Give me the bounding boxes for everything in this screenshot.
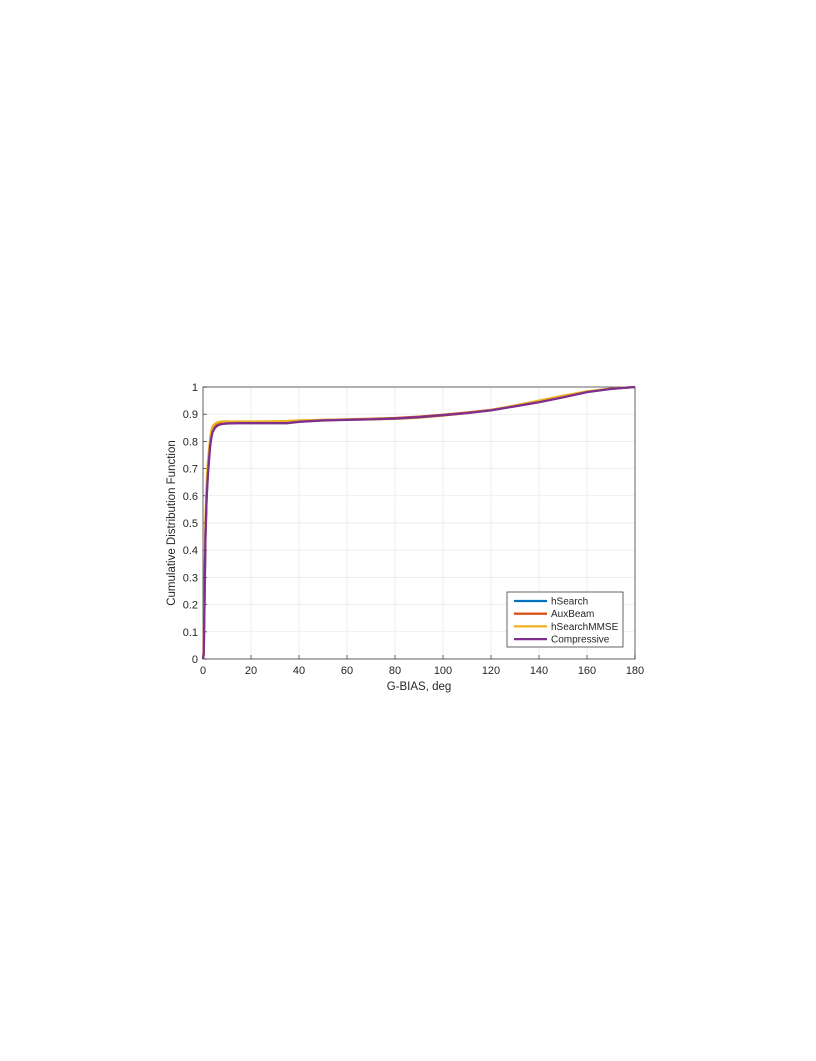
x-tick-label: 0 xyxy=(200,665,206,677)
y-tick-label: 0.3 xyxy=(183,572,198,584)
y-tick-label: 0.9 xyxy=(183,409,198,421)
x-tick-label: 120 xyxy=(482,665,500,677)
y-tick-label: 0.7 xyxy=(183,464,198,476)
x-tick-label: 20 xyxy=(245,665,257,677)
series-line-compressive xyxy=(201,385,636,660)
y-tick-label: 0.4 xyxy=(183,545,198,557)
x-tick-label: 40 xyxy=(293,665,305,677)
x-tick-label: 60 xyxy=(341,665,353,677)
x-axis-label: G-BIAS, deg xyxy=(387,681,452,693)
x-tick-label: 80 xyxy=(389,665,401,677)
y-tick-label: 0.1 xyxy=(183,627,198,639)
legend-label: AuxBeam xyxy=(551,609,594,620)
y-tick-label: 0.2 xyxy=(183,600,198,612)
legend-label: hSearchMMSE xyxy=(551,622,619,633)
y-tick-label: 0.6 xyxy=(183,491,198,503)
y-tick-label: 0.8 xyxy=(183,436,198,448)
y-axis-label: Cumulative Distribution Function xyxy=(166,440,178,606)
y-tick-label: 0.5 xyxy=(183,518,198,530)
y-tick-label: 1 xyxy=(192,382,198,394)
y-tick-label: 0 xyxy=(192,654,198,666)
x-tick-label: 140 xyxy=(530,665,548,677)
series-lines xyxy=(201,385,636,660)
x-tick-label: 160 xyxy=(578,665,596,677)
x-tick-label: 100 xyxy=(434,665,452,677)
legend-label: hSearch xyxy=(551,597,588,608)
x-tick-label: 180 xyxy=(626,665,644,677)
legend-label: Compressive xyxy=(551,635,610,646)
